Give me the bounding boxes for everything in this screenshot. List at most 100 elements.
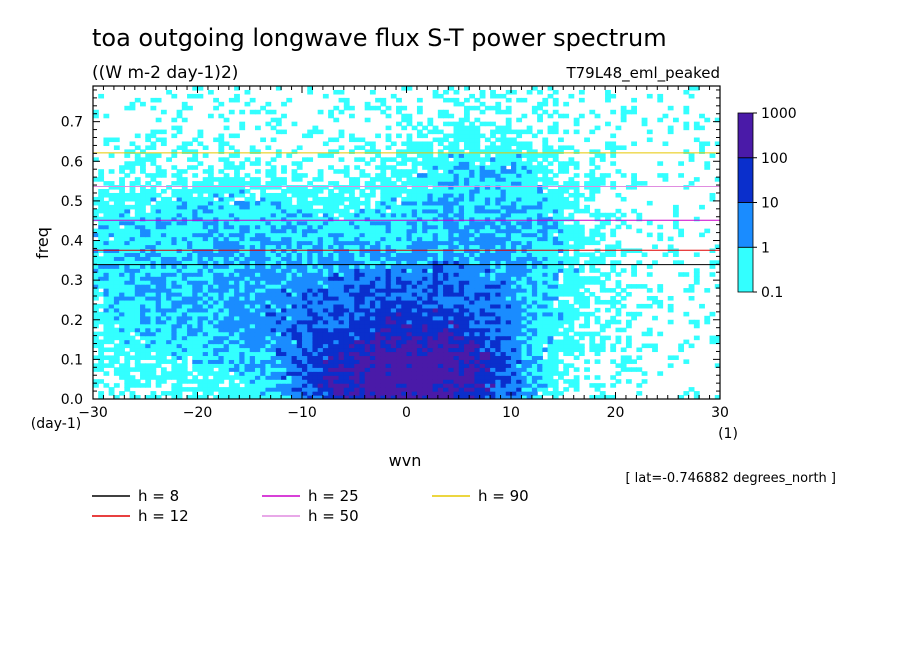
heatmap-cell <box>589 192 596 198</box>
heatmap-cell <box>302 307 308 313</box>
heatmap-cell <box>171 228 178 234</box>
heatmap-cell <box>568 236 575 242</box>
heatmap-cell <box>490 244 496 250</box>
heatmap-cell <box>265 224 272 230</box>
heatmap-cell <box>134 208 141 214</box>
heatmap-cell <box>98 363 105 368</box>
heatmap-cell <box>228 395 235 399</box>
heatmap-cell <box>369 299 376 305</box>
heatmap-cell <box>145 323 152 329</box>
heatmap-cell <box>547 383 554 388</box>
heatmap-cell <box>615 307 622 313</box>
heatmap-cell <box>234 339 240 345</box>
heatmap-cell <box>573 256 580 261</box>
heatmap-cell <box>150 196 157 202</box>
heatmap-cell <box>286 391 293 396</box>
heatmap-cell <box>108 315 115 321</box>
heatmap-cell <box>176 335 183 341</box>
heatmap-cell <box>155 307 162 313</box>
heatmap-cell <box>500 335 507 341</box>
heatmap-cell <box>531 295 538 301</box>
heatmap-cell <box>443 288 449 293</box>
heatmap-cell <box>302 200 308 206</box>
heatmap-cell <box>390 299 397 305</box>
heatmap-cell <box>453 339 460 345</box>
heatmap-cell <box>448 359 455 364</box>
heatmap-cell <box>584 303 590 309</box>
heatmap-cell <box>171 276 178 281</box>
heatmap-cell <box>432 256 439 261</box>
heatmap-cell <box>176 323 183 329</box>
heatmap-cell <box>333 319 340 325</box>
heatmap-cell <box>511 379 517 384</box>
heatmap-cell <box>286 240 293 246</box>
heatmap-cell <box>396 327 402 333</box>
heatmap-cell <box>260 339 267 345</box>
heatmap-cell <box>223 347 230 353</box>
heatmap-cell <box>359 371 366 376</box>
heatmap-cell <box>380 212 387 218</box>
heatmap-cell <box>709 196 716 202</box>
heatmap-cell <box>354 212 361 218</box>
heatmap-cell <box>113 295 120 301</box>
heatmap-cell <box>380 189 387 194</box>
heatmap-cell <box>119 339 125 345</box>
heatmap-cell <box>537 280 543 285</box>
heatmap-cell <box>526 379 533 384</box>
heatmap-cell <box>249 395 256 399</box>
heatmap-cell <box>296 288 303 293</box>
heatmap-cell <box>531 323 538 329</box>
heatmap-cell <box>291 335 298 341</box>
heatmap-cell <box>505 189 512 194</box>
heatmap-cell <box>375 323 381 329</box>
heatmap-cell <box>343 228 350 234</box>
heatmap-cell <box>307 228 314 234</box>
heatmap-cell <box>495 196 502 202</box>
heatmap-cell <box>134 303 141 309</box>
heatmap-cell <box>103 371 110 376</box>
heatmap-cell <box>422 288 428 293</box>
heatmap-cell <box>218 315 225 321</box>
heatmap-cell <box>521 232 528 238</box>
heatmap-cell <box>411 359 418 364</box>
heatmap-cell <box>270 371 277 376</box>
heatmap-cell <box>390 189 397 194</box>
heatmap-cell <box>380 307 387 313</box>
heatmap-cell <box>484 212 491 218</box>
heatmap-cell <box>333 323 340 329</box>
heatmap-cell <box>531 236 538 242</box>
heatmap-cell <box>281 292 287 297</box>
heatmap-cell <box>150 260 157 265</box>
heatmap-cell <box>542 339 549 345</box>
heatmap-cell <box>296 220 303 226</box>
heatmap-cell <box>354 355 361 360</box>
heatmap-cell <box>443 375 449 380</box>
heatmap-cell <box>432 343 439 349</box>
heatmap-cell <box>469 319 476 325</box>
heatmap-cell <box>537 355 543 360</box>
heatmap-cell <box>343 339 350 345</box>
heatmap-cell <box>307 244 314 250</box>
heatmap-cell <box>547 359 554 364</box>
heatmap-cell <box>166 335 172 341</box>
heatmap-cell <box>568 335 575 341</box>
heatmap-cell <box>416 252 423 257</box>
heatmap-cell <box>181 323 188 329</box>
heatmap-cell <box>349 371 355 376</box>
heatmap-cell <box>474 307 481 313</box>
heatmap-cell <box>615 240 622 246</box>
heatmap-cell <box>369 335 376 341</box>
heatmap-cell <box>286 315 293 321</box>
heatmap-cell <box>338 288 345 293</box>
heatmap-cell <box>448 216 455 222</box>
heatmap-cell <box>296 189 303 194</box>
heatmap-cell <box>317 280 324 285</box>
heatmap-cell <box>150 375 157 380</box>
heatmap-cell <box>317 375 324 380</box>
heatmap-cell <box>448 292 455 297</box>
heatmap-cell <box>307 379 314 384</box>
heatmap-cell <box>359 343 366 349</box>
heatmap-cell <box>343 189 350 194</box>
heatmap-cell <box>202 224 209 230</box>
heatmap-cell <box>416 367 423 372</box>
